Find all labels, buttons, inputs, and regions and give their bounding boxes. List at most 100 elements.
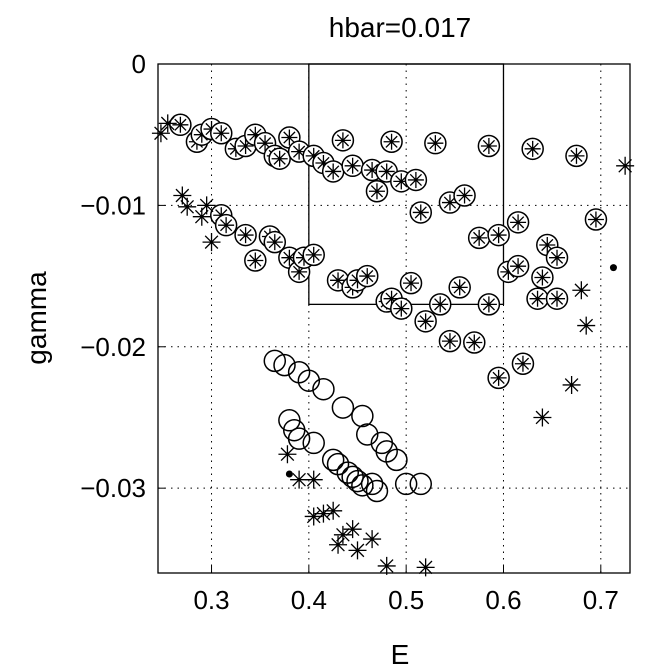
- circle-point: [302, 431, 325, 455]
- circled-star-point: [302, 243, 325, 267]
- circle-point: [263, 349, 287, 373]
- circled-star-point: [521, 137, 544, 161]
- star-point: [363, 530, 382, 549]
- circled-star-point: [424, 131, 447, 155]
- circled-star-point: [584, 208, 608, 231]
- star-point: [158, 114, 177, 133]
- y-tick-label: −0.01: [80, 190, 146, 220]
- star-point: [533, 408, 552, 427]
- circled-star-point: [438, 329, 462, 353]
- axis-ticks: 0.3 0.4 0.5 0.6 0.7 0 −0.01 −0.02 −0.03: [80, 49, 619, 615]
- circled-star-point: [214, 213, 238, 237]
- circled-star-point: [331, 129, 355, 152]
- circled-star-point: [414, 310, 437, 333]
- circle-point: [355, 423, 379, 446]
- star-point: [562, 375, 581, 394]
- circle-point: [278, 409, 301, 432]
- star-point: [616, 156, 635, 175]
- circle-point: [312, 377, 335, 401]
- circled-star-point: [365, 180, 389, 203]
- circled-star-point: [409, 201, 433, 224]
- circle-point: [365, 479, 389, 503]
- star-point: [324, 501, 343, 520]
- circled-star-point: [463, 331, 486, 354]
- circled-star-point: [511, 352, 535, 375]
- circled-star-point: [380, 130, 403, 154]
- y-tick-label: −0.03: [80, 473, 146, 503]
- circle-point: [394, 472, 418, 496]
- circled-star-point: [477, 134, 501, 158]
- y-tick-label: −0.02: [80, 332, 146, 362]
- star-point: [304, 470, 323, 489]
- circled-star-point: [210, 122, 233, 145]
- star-point: [304, 507, 323, 526]
- circled-star-point: [545, 246, 569, 269]
- circled-star-point: [244, 249, 267, 272]
- star-point: [343, 520, 362, 539]
- circled-star-point: [321, 160, 345, 183]
- circled-star-point: [453, 184, 476, 207]
- x-tick-label: 0.4: [291, 585, 327, 615]
- circled-star-point: [477, 293, 501, 316]
- circled-star-point: [506, 211, 530, 234]
- x-tick-label: 0.5: [388, 585, 424, 615]
- circled-star-point: [390, 297, 413, 320]
- circled-star-point: [487, 366, 510, 390]
- circle-point: [385, 448, 408, 472]
- star-point: [192, 207, 211, 226]
- circle-point: [321, 448, 345, 472]
- x-tick-label: 0.7: [583, 585, 619, 615]
- circled-star-point: [399, 271, 423, 295]
- star-point: [577, 316, 596, 335]
- circled-star-point: [531, 266, 554, 289]
- circle-point: [346, 469, 369, 493]
- circled-star-point: [341, 154, 364, 178]
- dot-point: [285, 470, 293, 478]
- data-points: [151, 113, 635, 577]
- star-point: [202, 233, 221, 252]
- x-axis-label: E: [391, 639, 410, 670]
- circle-point: [287, 427, 311, 450]
- star-point: [377, 556, 396, 575]
- star-point: [151, 124, 170, 143]
- chart-title: hbar=0.017: [329, 12, 471, 43]
- circled-star-point: [487, 223, 510, 247]
- circled-star-point: [268, 147, 291, 170]
- circled-star-point: [506, 254, 530, 278]
- star-point: [278, 445, 297, 464]
- star-point: [333, 525, 352, 544]
- star-point: [290, 470, 309, 489]
- circle-point: [331, 396, 355, 419]
- circled-star-point: [526, 287, 549, 310]
- circled-star-point: [428, 293, 452, 316]
- circled-star-point: [169, 113, 192, 137]
- circle-point: [351, 474, 374, 497]
- circle-point: [351, 404, 374, 428]
- y-axis-label: gamma: [21, 271, 52, 365]
- circled-star-point: [404, 168, 428, 192]
- star-point: [178, 197, 197, 216]
- circle-point: [297, 369, 321, 392]
- x-tick-label: 0.6: [485, 585, 521, 615]
- star-point: [173, 186, 192, 205]
- dot-point: [609, 264, 617, 272]
- star-point: [572, 281, 591, 300]
- circled-star-point: [467, 226, 491, 250]
- circled-star-point: [234, 223, 257, 247]
- star-point: [416, 558, 435, 577]
- circled-star-point: [355, 264, 379, 288]
- circled-star-point: [448, 276, 471, 299]
- circled-star-point: [263, 230, 287, 254]
- star-point: [329, 535, 348, 554]
- star-point: [197, 196, 216, 215]
- circled-star-point: [545, 287, 569, 310]
- y-tick-label: 0: [132, 49, 146, 79]
- circled-star-point: [565, 144, 588, 168]
- circle-point: [409, 472, 433, 496]
- star-point: [314, 504, 333, 523]
- star-point: [348, 541, 367, 560]
- x-tick-label: 0.3: [193, 585, 229, 615]
- circle-point: [360, 472, 384, 496]
- circle-point: [273, 353, 296, 377]
